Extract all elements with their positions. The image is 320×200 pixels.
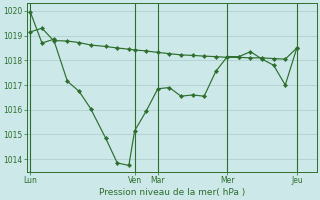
X-axis label: Pression niveau de la mer( hPa ): Pression niveau de la mer( hPa ) <box>99 188 245 197</box>
